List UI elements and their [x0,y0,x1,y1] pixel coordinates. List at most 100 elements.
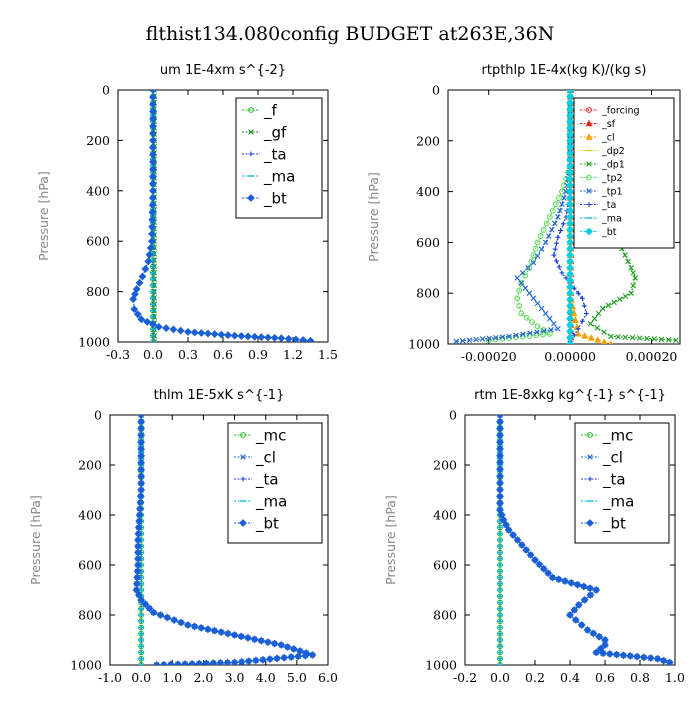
legend-label: _bt [602,514,626,533]
data-point [577,621,586,629]
data-point [570,606,579,614]
legend-item: _sf [580,119,616,130]
panel-title: um 1E-4xm s^{-2} [160,63,286,78]
data-point [181,660,189,665]
data-point [595,310,602,317]
data-point [237,657,246,665]
data-point [301,651,310,660]
data-point [673,337,679,343]
series-bt [566,90,575,344]
legend-item: _cl [234,448,276,467]
legend-marker [239,519,247,527]
data-point [523,314,530,321]
data-point [552,220,558,227]
data-point [146,243,155,252]
data-point [148,208,157,217]
data-point [534,329,540,335]
data-point [137,315,146,324]
x-tick-label: 0.9 [248,347,268,362]
data-point [506,333,512,340]
data-point [264,638,272,647]
data-point [237,332,246,340]
data-point [149,608,158,617]
data-point [557,207,563,214]
series-bt [496,415,674,665]
legend-marker [587,476,593,482]
data-point [174,660,182,665]
data-point [611,299,617,306]
data-point [203,625,212,634]
data-point [162,324,171,333]
data-point [518,280,525,286]
data-point [197,329,206,337]
data-point [534,239,541,246]
data-point [583,626,592,634]
data-point [237,632,246,641]
data-point [258,655,267,664]
data-point [546,214,553,220]
legend-label: _dp1 [601,159,625,170]
data-point [542,310,549,317]
data-point [535,560,544,569]
data-point [579,318,585,324]
data-point [567,578,576,587]
data-point [270,639,279,648]
data-point [145,604,154,613]
data-point [527,330,533,336]
data-point [612,650,621,659]
data-point [554,575,563,584]
x-tick-label: -1.0 [98,670,122,685]
data-point [539,564,548,573]
data-point [176,326,185,335]
data-point [537,233,544,239]
data-point [159,660,168,665]
data-point [556,195,562,201]
legend-item: _cl [580,132,615,143]
data-point [599,649,607,658]
legend-label: _forcing [601,105,640,116]
data-point [551,252,557,258]
data-point [299,336,308,342]
data-point [243,633,252,642]
data-point [514,295,521,302]
data-point [163,613,172,622]
legend-marker [586,174,592,181]
data-point [154,322,163,331]
data-point [473,336,479,343]
data-point [459,338,466,344]
data-point [566,611,574,619]
legend-marker [587,454,593,460]
data-point [270,333,279,342]
data-point [651,336,658,342]
legend-item: _ta [581,470,626,489]
legend-marker [585,133,593,140]
legend-label: _bt [601,227,617,238]
data-point [486,335,492,342]
data-point [277,334,286,342]
legend-marker [585,227,593,236]
legend-label: _ta [255,470,279,489]
data-point [644,335,650,342]
legend-label: _cl [255,448,276,467]
data-point [138,662,144,665]
x-tick-label: 0.8 [630,670,650,685]
data-point [502,521,511,529]
x-tick-label: 4.0 [256,670,276,685]
data-point [509,531,518,539]
data-point [504,526,513,534]
legend-label: _dp2 [601,146,625,157]
data-point [149,90,157,94]
data-point [625,258,631,265]
data-point [589,629,598,638]
data-point [217,628,226,637]
data-point [561,195,567,201]
data-point [526,551,535,559]
data-point [619,651,628,660]
legend-marker [248,107,254,113]
y-tick-label: 600 [78,558,102,573]
data-point [169,325,178,334]
legend-item: _ma [234,492,287,511]
data-point [190,622,199,631]
